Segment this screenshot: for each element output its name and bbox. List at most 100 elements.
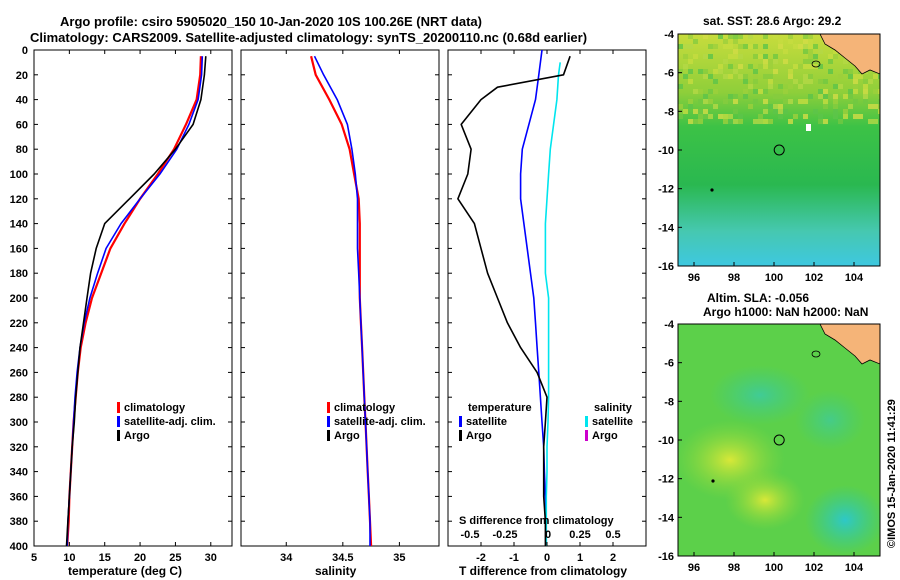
sst-pixel [853, 89, 858, 94]
sst-pixel [878, 74, 880, 79]
difference-series-group [457, 50, 571, 546]
temperature-x-axis: 5 10 15 20 25 30 [31, 50, 217, 564]
island-map1 [811, 60, 821, 68]
sst-pixel [878, 109, 880, 114]
map-y-tick-label: -12 [658, 184, 674, 196]
sst-pixel [698, 114, 703, 119]
sst-pixel [818, 119, 823, 124]
depth-tick-label: 240 [10, 343, 28, 355]
sst-pixel [813, 59, 818, 64]
sst-pixel [803, 49, 808, 54]
depth-axis: 0 20 40 60 80 100 120 140 160 180 200 220 240 260 280 3… [10, 45, 646, 553]
sst-pixel [728, 74, 733, 79]
sst-pixel [783, 89, 788, 94]
sst-pixel [763, 109, 768, 114]
series-line-satellite-adj-clim- [313, 55, 371, 546]
sst-pixel [718, 34, 723, 39]
x-tick-label: 10 [63, 552, 75, 564]
legend-swatch [327, 430, 330, 441]
sst-pixel [853, 114, 858, 119]
sst-pixel [853, 74, 858, 79]
sst-pixel [728, 54, 733, 59]
map-y-tick-label: -6 [664, 358, 674, 370]
sst-pixel [768, 74, 773, 79]
sst-pixel [723, 59, 728, 64]
sst-pixel [833, 54, 838, 59]
map-y-tick-label: -16 [658, 551, 674, 563]
legend-group-title: salinity [594, 402, 633, 414]
sst-pixel [763, 59, 768, 64]
t-difference-x-label: T difference from climatology [459, 564, 627, 578]
temperature-legend: climatology satellite-adj. clim. Argo [117, 402, 216, 442]
map-x-tick-label: 102 [805, 562, 823, 574]
sst-pixel [693, 119, 698, 124]
x-tick-label: 35 [393, 552, 405, 564]
map-x-tick-label: 104 [845, 272, 864, 284]
sst-pixel [788, 74, 793, 79]
sst-pixel [698, 99, 703, 104]
sst-pixel [753, 119, 758, 124]
sst-pixel [678, 84, 683, 89]
sst-pixel [798, 99, 803, 104]
sst-pixel [678, 44, 683, 49]
sst-pixel [778, 94, 783, 99]
map-y-tick-label: -14 [658, 222, 675, 234]
salinity-series-group [310, 55, 373, 546]
sla-low-anomaly [805, 485, 880, 555]
sst-pixel [833, 49, 838, 54]
sst-pixel [728, 114, 733, 119]
small-island-marker-map2 [711, 479, 715, 483]
sst-pixel [818, 64, 823, 69]
legend-swatch [327, 416, 330, 427]
depth-tick-label: 200 [10, 293, 28, 305]
depth-tick-label: 0 [22, 45, 28, 57]
sst-pixel [683, 64, 688, 69]
sst-pixel [878, 94, 880, 99]
sst-pixel [773, 94, 778, 99]
sst-pixel [868, 79, 873, 84]
sst-pixel [723, 39, 728, 44]
sst-pixel [823, 89, 828, 94]
depth-tick-label: 340 [10, 467, 28, 479]
depth-tick-label: 320 [10, 442, 28, 454]
imos-timestamp: ©IMOS 15-Jan-2020 11:41:29 [886, 399, 898, 548]
sst-pixel [738, 54, 743, 59]
sst-pixel [703, 109, 708, 114]
sst-pixel [683, 74, 688, 79]
sst-pixel [733, 119, 738, 124]
sst-pixel [678, 69, 683, 74]
sst-pixel [698, 109, 703, 114]
sla-low-anomaly-2 [710, 365, 810, 425]
sst-pixel [813, 109, 818, 114]
map-x-tick-label: 98 [728, 562, 740, 574]
map-y-tick-label: -4 [664, 319, 675, 331]
sst-pixel [708, 89, 713, 94]
sst-pixel [793, 79, 798, 84]
sst-pixel [733, 69, 738, 74]
sst-pixel [723, 44, 728, 49]
sst-pixel [738, 74, 743, 79]
sst-pixel [833, 104, 838, 109]
sst-pixel [788, 84, 793, 89]
sst-pixel [738, 44, 743, 49]
depth-tick-label: 280 [10, 392, 28, 404]
sst-pixel [798, 84, 803, 89]
series-line-salinity-satellite [544, 62, 561, 546]
sst-pixel [708, 44, 713, 49]
sst-pixel [778, 39, 783, 44]
series-line-satellite-adj-clim- [66, 56, 204, 546]
sst-pixel [808, 79, 813, 84]
sst-pixel [773, 69, 778, 74]
sst-pixel [768, 79, 773, 84]
sst-pixel [823, 119, 828, 124]
sst-pixel [728, 44, 733, 49]
sst-pixel [843, 114, 848, 119]
s-diff-tick-label: 0.25 [569, 529, 590, 541]
salinity-legend: climatology satellite-adj. clim. Argo [327, 402, 426, 442]
profile-location-marker-sla [773, 434, 785, 446]
sst-pixel [788, 99, 793, 104]
legend-swatch [585, 430, 588, 441]
sst-pixels [678, 34, 880, 124]
sst-pixel [848, 104, 853, 109]
